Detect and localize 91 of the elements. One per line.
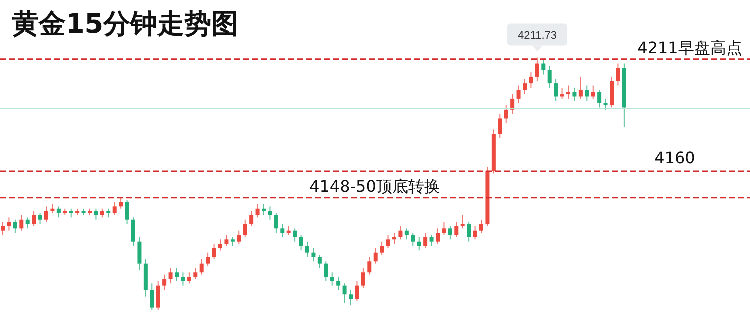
candlestick [448, 226, 452, 240]
candlestick [411, 232, 416, 247]
candlestick [212, 244, 216, 260]
candlestick [398, 226, 403, 240]
candlestick [256, 204, 260, 218]
annotation: 4211.73 [518, 30, 558, 42]
candlestick [604, 98, 608, 110]
candlestick [132, 217, 136, 247]
candlestick [460, 214, 465, 230]
candlestick [218, 239, 222, 252]
ref-line-label: 4211早盘高点 [638, 38, 742, 58]
candlestick [473, 226, 478, 240]
candlestick [572, 87, 577, 102]
candlestick [312, 248, 316, 262]
candlestick [200, 258, 204, 276]
ref-line-label: 4148-50顶底转换 [310, 176, 440, 196]
candlestick [175, 268, 179, 282]
ref-line-label: 4160 [654, 148, 696, 168]
candlestick [442, 222, 446, 236]
candlestick [26, 217, 30, 230]
candlestick [293, 228, 298, 242]
candlestick [224, 234, 229, 247]
chart-title: 黄金15分钟走势图 [12, 8, 239, 42]
candlestick [268, 206, 272, 220]
candlestick [392, 232, 396, 245]
candlestick [542, 58, 546, 76]
candlestick [44, 206, 48, 223]
candlestick [386, 234, 390, 249]
candlestick [243, 219, 248, 238]
candlestick [480, 219, 484, 234]
candlestick [206, 252, 210, 267]
candlestick [1, 222, 5, 236]
candlestick [194, 268, 198, 280]
candlestick [380, 241, 384, 256]
candlestick [112, 202, 117, 216]
candlestick [20, 214, 24, 232]
candlestick [535, 57, 540, 82]
candlestick [306, 241, 310, 258]
candlestick [430, 234, 434, 247]
candlestick [560, 87, 564, 100]
candlestick [504, 105, 508, 124]
candlestick [125, 200, 130, 225]
candlestick [342, 283, 347, 304]
candlestick [355, 280, 360, 302]
candlestick [56, 206, 61, 218]
candlestick [187, 272, 192, 284]
candlestick [404, 228, 409, 240]
candlestick [554, 78, 558, 102]
candlestick [280, 224, 285, 238]
candlestick [598, 90, 602, 108]
candlestick [7, 217, 12, 232]
candlestick [417, 236, 422, 252]
candlestick [368, 256, 372, 276]
candlestick [299, 234, 304, 252]
candlestick [318, 254, 322, 269]
candlestick [591, 85, 596, 100]
candlestick [150, 283, 154, 311]
candlestick [13, 219, 18, 234]
candlestick [585, 85, 590, 102]
candlestick [616, 63, 620, 86]
candlestick [548, 65, 552, 88]
candlestick [454, 222, 459, 238]
candlestick [566, 85, 570, 100]
candlestick [181, 272, 186, 286]
candlestick [516, 85, 521, 104]
candlestick [436, 228, 440, 245]
candlestick [274, 212, 278, 234]
candlestick [138, 236, 142, 271]
candlestick [262, 204, 266, 216]
candlestick [498, 114, 502, 140]
candlestick [529, 72, 534, 88]
candlestick [349, 290, 353, 306]
candlestick [94, 208, 98, 220]
candlestick [467, 222, 472, 242]
candlestick [330, 272, 334, 286]
candlestick [336, 276, 341, 291]
candlestick [578, 76, 583, 100]
candlestick [119, 197, 124, 210]
candlestick [168, 268, 173, 284]
candlestick [523, 78, 527, 96]
candlestick [162, 274, 167, 291]
candlestick [237, 230, 242, 245]
candlestick [361, 268, 366, 289]
candlestick [156, 280, 160, 311]
candlestick [424, 232, 428, 249]
candlestick [250, 210, 254, 227]
candlestick [510, 94, 515, 115]
candlestick [38, 212, 42, 225]
candlestick [324, 261, 328, 282]
candlestick [32, 210, 36, 227]
candlestick [374, 248, 378, 264]
